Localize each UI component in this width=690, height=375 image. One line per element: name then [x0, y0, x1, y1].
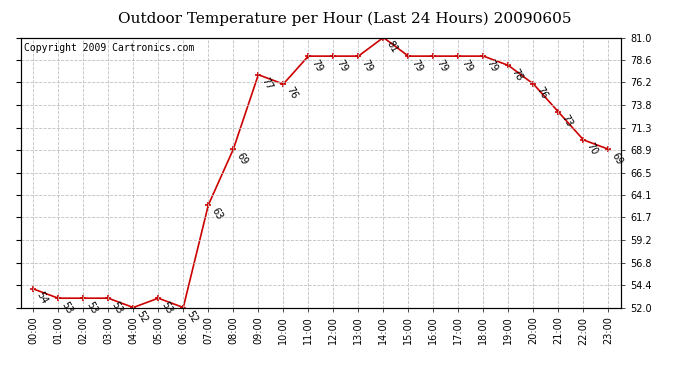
Text: 70: 70 [585, 141, 600, 157]
Text: 79: 79 [335, 57, 350, 73]
Text: 79: 79 [485, 57, 500, 73]
Text: 63: 63 [210, 207, 224, 222]
Text: 81: 81 [385, 39, 400, 54]
Text: 53: 53 [85, 300, 99, 315]
Text: 52: 52 [185, 309, 199, 325]
Text: 73: 73 [560, 113, 575, 129]
Text: 76: 76 [285, 86, 299, 101]
Text: 53: 53 [110, 300, 124, 315]
Text: Copyright 2009 Cartronics.com: Copyright 2009 Cartronics.com [23, 43, 194, 53]
Text: 76: 76 [535, 86, 550, 101]
Text: 52: 52 [135, 309, 150, 325]
Text: 79: 79 [435, 57, 450, 73]
Text: 53: 53 [59, 300, 75, 315]
Text: 78: 78 [510, 67, 524, 82]
Text: 77: 77 [259, 76, 275, 92]
Text: 79: 79 [410, 57, 424, 73]
Text: 79: 79 [460, 57, 475, 73]
Text: 79: 79 [359, 57, 375, 73]
Text: 53: 53 [159, 300, 175, 315]
Text: 54: 54 [34, 290, 50, 306]
Text: 79: 79 [310, 57, 324, 73]
Text: Outdoor Temperature per Hour (Last 24 Hours) 20090605: Outdoor Temperature per Hour (Last 24 Ho… [118, 11, 572, 26]
Text: 69: 69 [235, 151, 250, 166]
Text: 69: 69 [610, 151, 624, 166]
